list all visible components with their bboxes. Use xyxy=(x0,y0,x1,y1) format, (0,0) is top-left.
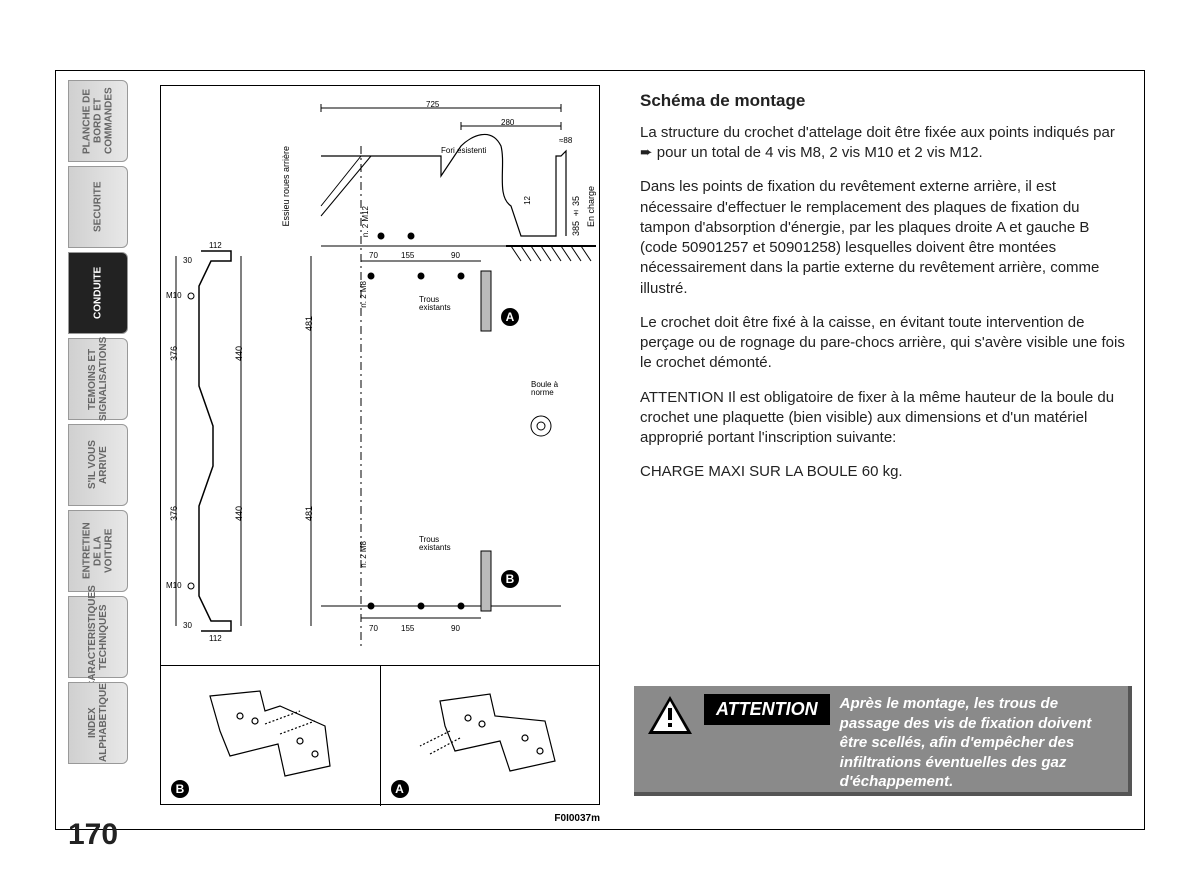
label-n2m8-b: n. 2 M8 xyxy=(359,541,368,568)
label-fori: Fori esistenti xyxy=(441,146,486,155)
para-3: Le crochet doit être fixé à la caisse, e… xyxy=(640,313,1130,374)
dim-m10a: M10 xyxy=(166,291,182,300)
detail-b-label: B xyxy=(171,780,189,798)
callout-a-circle: A xyxy=(501,308,519,326)
dim-88: ≈88 xyxy=(559,136,572,145)
content-text: Schéma de montage La structure du croche… xyxy=(640,90,1130,497)
dim-90b: 90 xyxy=(451,624,460,633)
label-essieu: Essieu roues arrière xyxy=(281,146,291,227)
tab-conduite[interactable]: CONDUITE xyxy=(68,252,128,334)
detail-view-a: A xyxy=(381,666,600,806)
callout-b-circle: B xyxy=(501,570,519,588)
detail-a-label: A xyxy=(391,780,409,798)
dim-376b: 376 xyxy=(169,506,179,521)
assembly-diagram: 725 280 ≈88 Essieu roues arrière Fori es… xyxy=(160,85,600,805)
para-1: La structure du crochet d'attelage doit … xyxy=(640,123,1130,164)
warning-box: ATTENTION Après le montage, les trous de… xyxy=(634,686,1132,796)
dim-70: 70 xyxy=(369,251,378,260)
dim-376a: 376 xyxy=(169,346,179,361)
section-tabs: PLANCHE DE BORD ET COMMANDES SECURITE CO… xyxy=(68,80,138,768)
para-5: CHARGE MAXI SUR LA BOULE 60 kg. xyxy=(640,462,1130,482)
page-number: 170 xyxy=(68,818,118,852)
dim-30a: 30 xyxy=(183,256,192,265)
callout-b-main: B xyxy=(501,570,519,588)
label-trous-a: Trous existants xyxy=(419,296,459,312)
diagram-main-view: 725 280 ≈88 Essieu roues arrière Fori es… xyxy=(161,86,599,666)
dim-385: 385 ± 35 xyxy=(571,196,581,236)
label-en-charge: En charge xyxy=(586,186,596,227)
warning-label: ATTENTION xyxy=(704,694,830,725)
figure-code: F0I0037m xyxy=(160,813,600,824)
dim-481b: 481 xyxy=(304,506,314,521)
dim-280: 280 xyxy=(501,118,514,127)
tab-securite[interactable]: SECURITE xyxy=(68,166,128,248)
tab-temoins[interactable]: TEMOINS ET SIGNALISATIONS xyxy=(68,338,128,420)
para-2: Dans les points de fixation du revêtemen… xyxy=(640,177,1130,299)
label-n2m8-a: n. 2 M8 xyxy=(359,281,368,308)
dim-m10b: M10 xyxy=(166,581,182,590)
dim-90: 90 xyxy=(451,251,460,260)
label-trous-b: Trous existants xyxy=(419,536,459,552)
detail-view-b: B xyxy=(161,666,381,806)
tab-caracteristiques[interactable]: CARACTERISTIQUES TECHNIQUES xyxy=(68,596,128,678)
tab-entretien[interactable]: ENTRETIEN DE LA VOITURE xyxy=(68,510,128,592)
tab-planche[interactable]: PLANCHE DE BORD ET COMMANDES xyxy=(68,80,128,162)
dim-440a: 440 xyxy=(234,346,244,361)
tab-index[interactable]: INDEX ALPHABETIQUE xyxy=(68,682,128,764)
dim-155b: 155 xyxy=(401,624,414,633)
warning-text: Après le montage, les trous de passage d… xyxy=(840,694,1116,792)
callout-a-main: A xyxy=(501,308,519,326)
dim-725: 725 xyxy=(426,100,439,109)
bracket-a-svg xyxy=(390,676,590,796)
dim-112a: 112 xyxy=(209,241,222,250)
dim-30b: 30 xyxy=(183,621,192,630)
warning-triangle-icon xyxy=(646,694,694,736)
diagram-detail-views: B A xyxy=(161,666,599,806)
schematic-svg xyxy=(161,86,601,666)
dim-12: 12 xyxy=(523,196,532,205)
dim-481a: 481 xyxy=(304,316,314,331)
para-4: ATTENTION Il est obligatoire de fixer à … xyxy=(640,388,1130,449)
dim-112b: 112 xyxy=(209,634,222,643)
dim-155: 155 xyxy=(401,251,414,260)
bracket-b-svg xyxy=(170,676,370,796)
heading: Schéma de montage xyxy=(640,90,1130,113)
label-n2m12: n. 2 M12 xyxy=(361,206,370,237)
dim-70b: 70 xyxy=(369,624,378,633)
dim-440b: 440 xyxy=(234,506,244,521)
tab-sil-vous-arrive[interactable]: S'IL VOUS ARRIVE xyxy=(68,424,128,506)
label-boule: Boule à norme xyxy=(531,381,571,397)
